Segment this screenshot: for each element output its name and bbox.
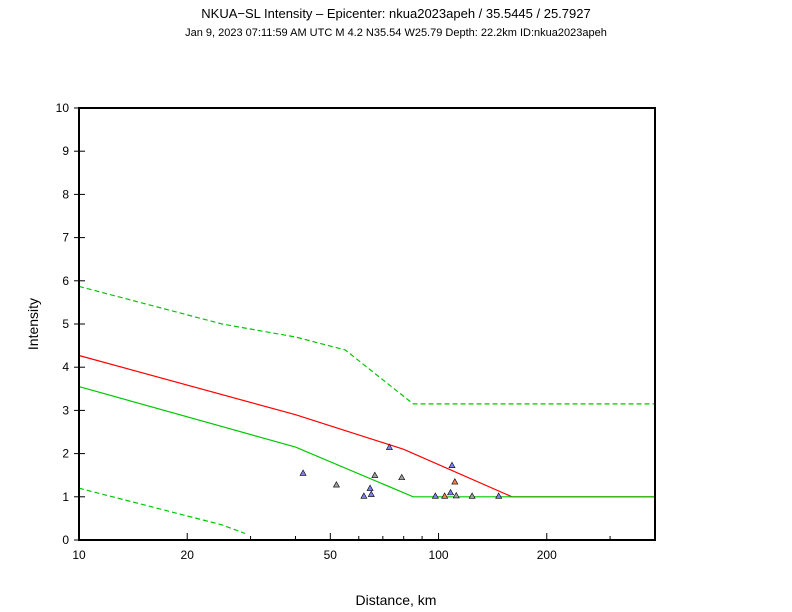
model-curve-1 <box>78 354 655 498</box>
x-tick-label: 200 <box>537 548 557 562</box>
station-point <box>385 443 393 450</box>
model-curve-4 <box>78 487 246 535</box>
station-point <box>451 478 459 485</box>
y-tick-label: 7 <box>62 231 69 245</box>
y-tick-label: 9 <box>62 144 69 158</box>
station-points <box>299 443 503 499</box>
station-point <box>367 490 375 497</box>
y-tick-label: 10 <box>56 101 70 115</box>
station-point <box>360 492 368 499</box>
y-tick-label: 4 <box>62 360 69 374</box>
station-point <box>468 492 476 499</box>
station-point <box>431 492 439 499</box>
y-axis-label: Intensity <box>25 298 41 350</box>
x-tick-label: 100 <box>429 548 449 562</box>
chart-title: NKUA−SL Intensity – Epicenter: nkua2023a… <box>201 6 590 21</box>
y-tick-label: 0 <box>62 533 69 547</box>
model-curve-2 <box>78 386 655 498</box>
y-tick-label: 8 <box>62 187 69 201</box>
station-point <box>452 491 460 499</box>
y-tick-label: 6 <box>62 274 69 288</box>
station-point <box>447 488 455 496</box>
y-tick-label: 1 <box>62 490 69 504</box>
y-tick-label: 5 <box>62 317 69 331</box>
x-axis-label: Distance, km <box>356 592 437 608</box>
station-point <box>448 461 456 468</box>
x-tick-label: 50 <box>324 548 338 562</box>
station-point <box>299 469 307 476</box>
chart-subtitle: Jan 9, 2023 07:11:59 AM UTC M 4.2 N35.54… <box>185 27 607 39</box>
station-point <box>366 484 374 491</box>
station-point <box>441 492 449 499</box>
x-axis: 10 20 50 100 200 <box>72 533 656 562</box>
model-curves <box>78 285 655 535</box>
x-tick-label: 10 <box>72 548 86 562</box>
station-point <box>398 473 406 481</box>
y-axis: 0 1 2 3 4 5 6 7 8 9 10 <box>56 101 85 547</box>
station-point <box>332 481 340 488</box>
model-curve-3 <box>78 285 655 405</box>
y-tick-label: 2 <box>62 447 69 461</box>
x-tick-label: 20 <box>181 548 195 562</box>
y-tick-label: 3 <box>62 403 69 417</box>
station-point <box>495 492 503 499</box>
station-point <box>371 471 379 478</box>
plot-frame <box>78 107 656 541</box>
